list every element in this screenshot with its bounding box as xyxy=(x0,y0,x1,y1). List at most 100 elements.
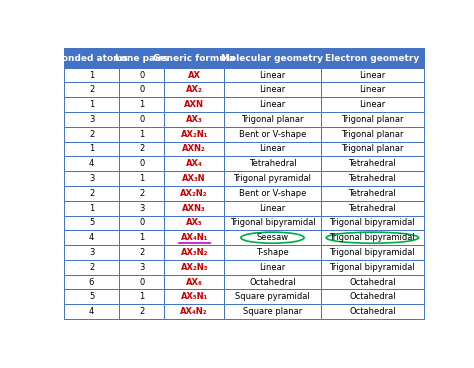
Text: Octahedral: Octahedral xyxy=(249,277,296,287)
Bar xyxy=(321,127,424,142)
Text: Linear: Linear xyxy=(359,71,385,79)
Text: 3: 3 xyxy=(89,115,94,124)
Bar xyxy=(64,260,119,275)
Bar xyxy=(64,216,119,230)
Text: 1: 1 xyxy=(139,233,145,242)
Bar xyxy=(119,82,164,97)
Bar xyxy=(119,304,164,319)
Bar xyxy=(164,49,224,68)
Text: Trigonal planar: Trigonal planar xyxy=(341,145,403,153)
Bar xyxy=(119,127,164,142)
Text: 0: 0 xyxy=(139,159,145,168)
Bar xyxy=(164,68,224,82)
Bar xyxy=(64,171,119,186)
Bar xyxy=(321,82,424,97)
Bar xyxy=(164,142,224,156)
Text: AX₂: AX₂ xyxy=(186,85,202,94)
Text: Trigonal planar: Trigonal planar xyxy=(241,115,304,124)
Bar xyxy=(224,304,321,319)
Text: Tetrahedral: Tetrahedral xyxy=(248,159,296,168)
Text: 1: 1 xyxy=(89,71,94,79)
Text: Linear: Linear xyxy=(259,145,285,153)
Bar xyxy=(224,290,321,304)
Bar xyxy=(164,275,224,290)
Bar xyxy=(164,186,224,201)
Bar xyxy=(224,171,321,186)
Text: AX₅N₁: AX₅N₁ xyxy=(181,292,208,301)
Bar xyxy=(224,216,321,230)
Bar xyxy=(321,142,424,156)
Text: Seesaw: Seesaw xyxy=(256,233,289,242)
Bar xyxy=(321,216,424,230)
Text: 0: 0 xyxy=(139,115,145,124)
Bar xyxy=(321,245,424,260)
Bar xyxy=(164,127,224,142)
Text: Linear: Linear xyxy=(259,85,285,94)
Bar xyxy=(321,201,424,216)
Bar xyxy=(224,156,321,171)
Bar xyxy=(321,230,424,245)
Text: 1: 1 xyxy=(89,100,94,109)
Text: Trigonal bipyramidal: Trigonal bipyramidal xyxy=(329,233,415,242)
Bar xyxy=(224,82,321,97)
Bar xyxy=(224,260,321,275)
Bar xyxy=(119,201,164,216)
Bar xyxy=(64,275,119,290)
Text: Trigonal pyramidal: Trigonal pyramidal xyxy=(234,174,311,183)
Bar xyxy=(321,171,424,186)
Bar xyxy=(321,260,424,275)
Bar xyxy=(119,156,164,171)
Bar xyxy=(119,260,164,275)
Text: 3: 3 xyxy=(139,204,145,213)
Text: Linear: Linear xyxy=(359,85,385,94)
Text: 0: 0 xyxy=(139,85,145,94)
Bar xyxy=(164,156,224,171)
Bar xyxy=(64,290,119,304)
Text: 4: 4 xyxy=(89,233,94,242)
Bar xyxy=(224,68,321,82)
Text: 6: 6 xyxy=(89,277,94,287)
Bar xyxy=(164,230,224,245)
Text: Square pyramidal: Square pyramidal xyxy=(235,292,310,301)
Bar xyxy=(64,97,119,112)
Text: 2: 2 xyxy=(139,307,145,316)
Text: Linear: Linear xyxy=(259,100,285,109)
Text: AX₅: AX₅ xyxy=(186,218,202,227)
Text: 0: 0 xyxy=(139,71,145,79)
Text: Octahedral: Octahedral xyxy=(349,277,396,287)
Bar xyxy=(119,275,164,290)
Text: 1: 1 xyxy=(139,292,145,301)
Text: AXN: AXN xyxy=(184,100,204,109)
Bar xyxy=(321,68,424,82)
Text: Trigonal planar: Trigonal planar xyxy=(341,115,403,124)
Bar xyxy=(224,201,321,216)
Bar xyxy=(224,230,321,245)
Bar xyxy=(119,49,164,68)
Bar xyxy=(224,49,321,68)
Bar xyxy=(119,216,164,230)
Text: Square planar: Square planar xyxy=(243,307,302,316)
Text: 2: 2 xyxy=(139,145,145,153)
Bar xyxy=(224,112,321,127)
Text: 0: 0 xyxy=(139,218,145,227)
Text: AX₂N₂: AX₂N₂ xyxy=(181,189,208,198)
Text: 3: 3 xyxy=(89,248,94,257)
Bar xyxy=(164,82,224,97)
Text: 4: 4 xyxy=(89,159,94,168)
Text: 1: 1 xyxy=(89,145,94,153)
Bar xyxy=(64,127,119,142)
Bar xyxy=(321,97,424,112)
Bar xyxy=(64,82,119,97)
Text: 5: 5 xyxy=(89,292,94,301)
Text: Tetrahedral: Tetrahedral xyxy=(348,189,396,198)
Bar xyxy=(64,156,119,171)
Bar xyxy=(321,290,424,304)
Bar xyxy=(224,142,321,156)
Bar xyxy=(224,275,321,290)
Bar xyxy=(119,186,164,201)
Bar xyxy=(64,245,119,260)
Text: Linear: Linear xyxy=(359,100,385,109)
Text: AX₂N₃: AX₂N₃ xyxy=(181,263,208,272)
Bar xyxy=(119,245,164,260)
Text: AX₃N: AX₃N xyxy=(182,174,206,183)
